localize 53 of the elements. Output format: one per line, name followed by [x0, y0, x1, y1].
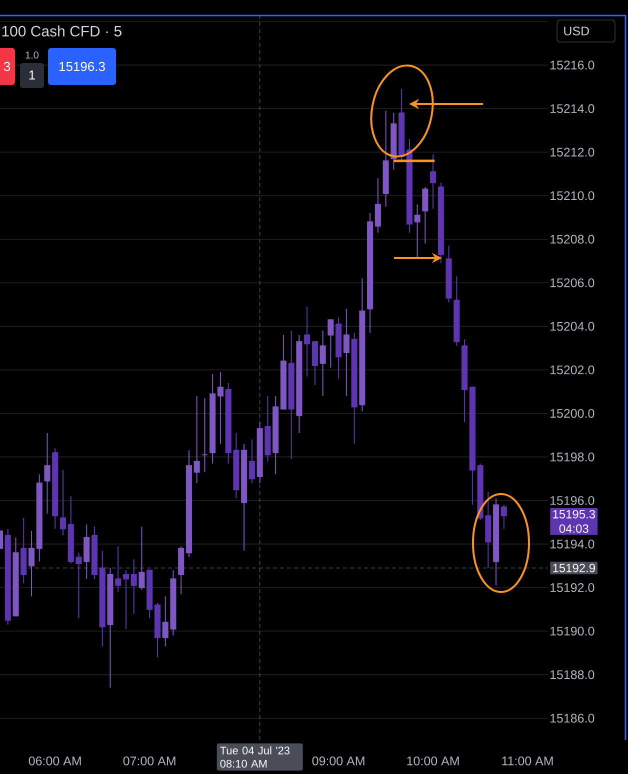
- text: 04:03: [559, 524, 588, 533]
- x-tick-label: 09:00 AM: [312, 756, 364, 766]
- candlestick: [60, 470, 66, 536]
- y-tick-label: 15210.0: [550, 191, 594, 200]
- y-tick-label: 15202.0: [550, 365, 594, 374]
- candlestick: [374, 178, 381, 234]
- candlestick: [304, 306, 310, 377]
- candlestick: [115, 546, 122, 592]
- y-tick-label: 15200.0: [550, 408, 594, 418]
- annotation: 15196.3: [59, 62, 105, 72]
- candlestick: [217, 372, 224, 444]
- text: 100 Cash CFD · 5: [2, 25, 122, 36]
- candlestick: [202, 398, 208, 473]
- candlestick: [248, 439, 255, 484]
- y-tick-label: 15216.0: [550, 60, 594, 70]
- candlestick: [430, 154, 436, 210]
- candlestick: [343, 308, 350, 396]
- candlestick: [312, 341, 318, 386]
- y-tick-label: 15188.0: [550, 670, 594, 680]
- y-tick-label: 15192.0: [550, 583, 594, 592]
- y-tick-label: 15198.0: [550, 452, 594, 462]
- candlestick: [28, 530, 35, 597]
- annotation: 1.0: [26, 51, 39, 59]
- candlestick: [194, 395, 200, 484]
- candlestick: [500, 504, 507, 530]
- x-tick-label: 06:00 AM: [28, 756, 81, 766]
- candlestick: [130, 558, 137, 614]
- annotation: 3: [4, 62, 10, 72]
- y-axis-title: USD: [564, 26, 589, 36]
- candlestick: [122, 570, 129, 630]
- candlestick: [138, 526, 145, 590]
- x-tick-label: 10:00 AM: [407, 756, 459, 766]
- ref-line-label: 15192.9: [553, 564, 596, 572]
- candlestick: [44, 432, 50, 514]
- y-tick-label: 15190.0: [550, 626, 594, 636]
- y-tick-label: 15196.0: [550, 496, 594, 505]
- y-tick-label: 15194.0: [550, 540, 594, 548]
- y-tick-label: 15212.0: [550, 148, 594, 157]
- x-tick-label: 07:00 AM: [123, 756, 176, 766]
- y-tick-label: 15186.0: [550, 714, 594, 723]
- candlestick: [84, 524, 90, 580]
- candlestick: [320, 330, 326, 396]
- y-tick-label: 15208.0: [550, 234, 594, 244]
- ref-line-label: Tue 04 Jul '23 08:10 AM: [220, 746, 290, 768]
- annotation: 1: [29, 70, 35, 80]
- y-tick-label: 15204.0: [550, 322, 594, 331]
- y-tick-label: 15214.0: [550, 104, 594, 114]
- candlestick: [328, 319, 334, 368]
- candlestick: [422, 186, 428, 244]
- x-tick-label: 11:00 AM: [502, 756, 553, 766]
- y-tick-label: 15206.0: [550, 278, 594, 288]
- text: 15195.3: [553, 510, 596, 518]
- candlestick: [414, 204, 420, 260]
